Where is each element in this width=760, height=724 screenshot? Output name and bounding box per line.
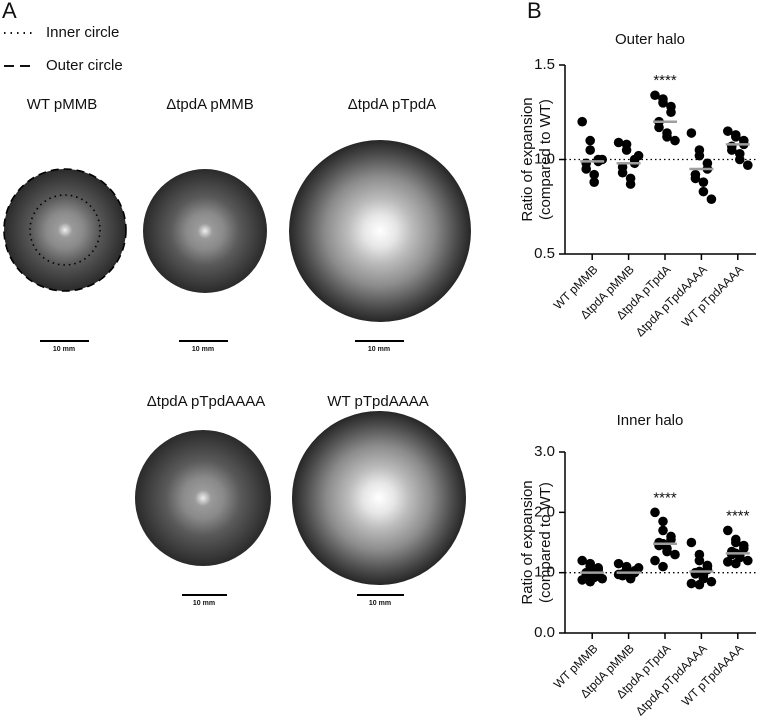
data-point bbox=[585, 135, 595, 146]
panel-label: A bbox=[2, 0, 17, 23]
data-point bbox=[694, 579, 705, 590]
data-point bbox=[613, 558, 624, 569]
data-point bbox=[658, 516, 668, 527]
data-point bbox=[633, 150, 644, 161]
y-tick-label: 0.0 bbox=[534, 624, 555, 641]
data-point bbox=[577, 116, 587, 127]
data-point bbox=[731, 558, 741, 569]
data-point bbox=[727, 145, 737, 155]
data-point bbox=[723, 525, 733, 536]
data-point bbox=[625, 179, 636, 189]
plate bbox=[289, 140, 471, 322]
data-point bbox=[597, 573, 607, 584]
data-point bbox=[662, 132, 672, 142]
significance: **** bbox=[653, 489, 677, 506]
data-point bbox=[731, 132, 741, 142]
data-point bbox=[597, 154, 607, 165]
plate bbox=[135, 430, 271, 566]
y-tick-label: 1.0 bbox=[534, 564, 555, 581]
data-point bbox=[621, 145, 632, 155]
inner-circle bbox=[29, 194, 101, 266]
data-point bbox=[613, 137, 624, 148]
y-tick-label: 2.0 bbox=[534, 503, 555, 520]
data-point bbox=[686, 537, 697, 548]
y-axis-label: (compared to WT) bbox=[537, 482, 554, 603]
data-point bbox=[735, 154, 745, 165]
scale-label: 10 mm bbox=[53, 346, 75, 353]
data-point bbox=[658, 98, 668, 108]
data-point bbox=[694, 555, 705, 566]
data-point bbox=[613, 569, 624, 580]
data-point bbox=[633, 563, 644, 573]
data-point bbox=[658, 525, 668, 536]
data-point bbox=[686, 578, 697, 589]
data-point bbox=[577, 575, 587, 585]
data-point bbox=[686, 128, 697, 138]
data-point bbox=[706, 194, 717, 204]
y-tick-label: 0.5 bbox=[534, 245, 555, 262]
data-point bbox=[743, 160, 753, 170]
data-point bbox=[670, 549, 680, 560]
data-point bbox=[617, 167, 628, 178]
data-point bbox=[706, 576, 717, 587]
scale-label: 10 mm bbox=[193, 600, 215, 607]
chart-title: Outer halo bbox=[615, 31, 685, 48]
plate bbox=[143, 169, 267, 293]
data-point bbox=[743, 555, 753, 566]
data-point bbox=[694, 150, 705, 161]
data-point bbox=[739, 543, 749, 554]
plate-label: ΔtpdA pTpdA bbox=[348, 96, 436, 113]
scale-label: 10 mm bbox=[192, 346, 214, 353]
data-point bbox=[585, 145, 595, 155]
y-tick-label: 3.0 bbox=[534, 443, 555, 460]
data-point bbox=[698, 177, 709, 187]
data-point bbox=[650, 555, 660, 566]
data-point bbox=[723, 126, 733, 136]
data-point bbox=[666, 534, 676, 545]
data-point bbox=[585, 576, 595, 587]
data-point bbox=[650, 90, 660, 101]
scale-label: 10 mm bbox=[369, 600, 391, 607]
data-point bbox=[577, 555, 587, 566]
plate-label: ΔtpdA pTpdAAAA bbox=[147, 393, 265, 410]
y-axis-label: (compared to WT) bbox=[537, 99, 554, 220]
legend-label: Inner circle bbox=[46, 24, 119, 41]
y-axis-label: Ratio of expansion bbox=[519, 480, 536, 604]
chart-title: Inner halo bbox=[617, 412, 684, 429]
plate-label: ΔtpdA pMMB bbox=[166, 96, 254, 113]
y-axis-label: Ratio of expansion bbox=[519, 97, 536, 221]
data-point bbox=[723, 557, 733, 567]
data-point bbox=[589, 177, 599, 187]
data-point bbox=[670, 135, 680, 146]
data-point bbox=[581, 164, 591, 174]
outer-circle bbox=[3, 168, 127, 292]
data-point bbox=[690, 173, 701, 184]
data-point bbox=[698, 186, 709, 197]
plate bbox=[4, 169, 126, 291]
significance: **** bbox=[726, 507, 750, 524]
y-tick-label: 1.5 bbox=[534, 56, 555, 73]
plate-label: WT pTpdAAAA bbox=[327, 393, 428, 410]
scale-label: 10 mm bbox=[368, 346, 390, 353]
data-point bbox=[658, 561, 668, 572]
data-point bbox=[662, 546, 672, 557]
data-point bbox=[650, 507, 660, 518]
panel-label: B bbox=[527, 0, 542, 23]
data-point bbox=[589, 169, 599, 180]
y-tick-label: 1.0 bbox=[534, 150, 555, 167]
data-point bbox=[731, 537, 741, 548]
plate bbox=[292, 411, 466, 585]
significance: **** bbox=[653, 72, 677, 89]
data-point bbox=[666, 107, 676, 118]
legend-label: Outer circle bbox=[46, 57, 123, 74]
data-point bbox=[593, 563, 603, 573]
data-point bbox=[702, 560, 713, 571]
plate-label: WT pMMB bbox=[27, 96, 98, 113]
data-point bbox=[654, 122, 664, 133]
